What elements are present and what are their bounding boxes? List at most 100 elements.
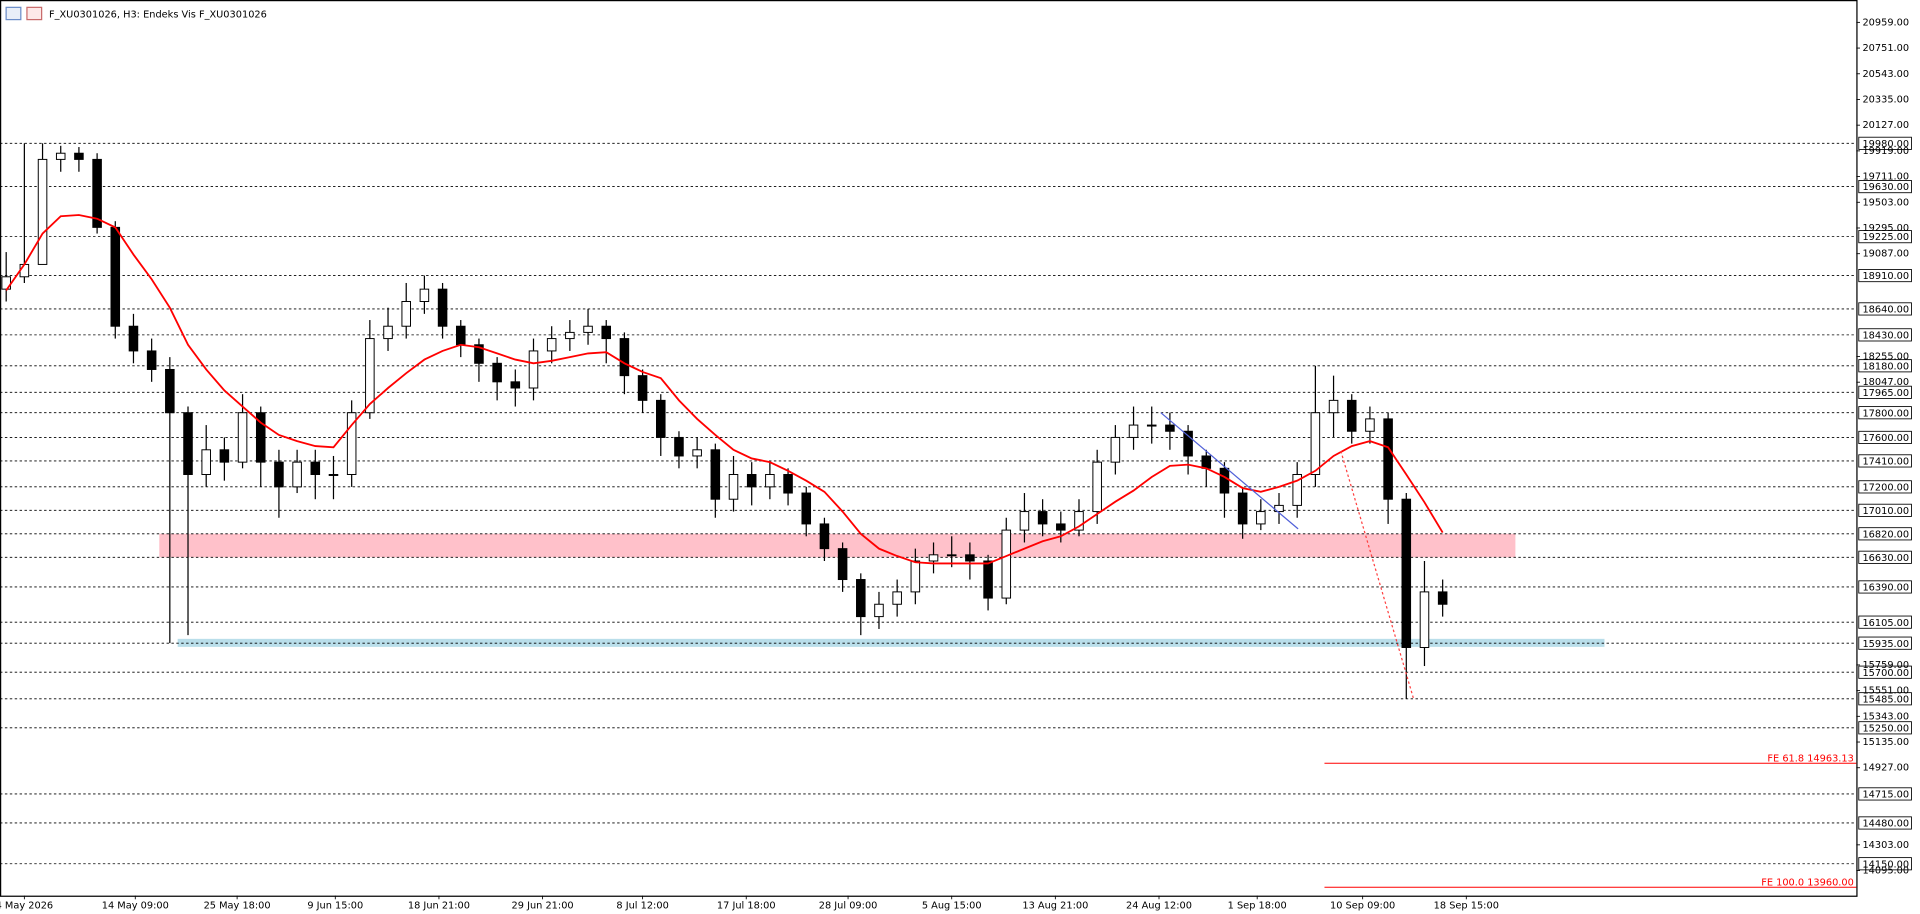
candle-body	[710, 449, 721, 500]
moving-average	[5, 214, 1444, 565]
candle-body	[1346, 399, 1357, 432]
x-tick-label: 13 Aug 21:00	[1022, 900, 1088, 911]
level-label-box	[1858, 636, 1912, 650]
candle-body	[1165, 424, 1175, 432]
x-tick-label: 5 Aug 15:00	[922, 900, 982, 911]
candle-body	[656, 399, 666, 438]
level-label-box	[1858, 430, 1912, 444]
level-label-box	[1858, 406, 1912, 420]
candle-body	[19, 263, 30, 278]
level-label-box	[1858, 302, 1912, 316]
candle-body	[255, 412, 266, 463]
candle-body	[237, 412, 248, 463]
level-label: 17410.00	[1862, 457, 1909, 468]
candle-body	[1419, 591, 1430, 648]
candle-body	[1328, 399, 1339, 414]
candle-body	[1292, 474, 1302, 506]
candle-body	[201, 449, 211, 475]
candle-body	[928, 554, 939, 562]
level-label-box	[1858, 180, 1912, 194]
icon-table[interactable]	[5, 6, 22, 21]
icon-chart[interactable]	[26, 6, 43, 21]
level-label: 19630.00	[1862, 182, 1909, 193]
candle-body	[1074, 511, 1084, 531]
candle-body	[383, 325, 393, 340]
y-tick-label: 15759.00	[1862, 660, 1909, 671]
level-label: 18430.00	[1862, 330, 1909, 341]
fibo-label: FE 100.0 13960.00	[1761, 877, 1854, 888]
y-tick-label: 20751.00	[1862, 43, 1909, 54]
candle-body	[1256, 511, 1266, 525]
candle-body	[74, 152, 84, 160]
level-label-box	[1858, 503, 1912, 517]
candle-body	[965, 554, 975, 562]
candle-body	[674, 436, 684, 457]
candle-body	[1001, 529, 1012, 599]
level-label-box	[1858, 857, 1912, 871]
level-label-box	[1858, 230, 1912, 244]
x-tick-label: 17 Jul 18:00	[717, 900, 776, 911]
candle-body	[310, 461, 321, 475]
candle-body	[1092, 461, 1102, 513]
level-label: 18180.00	[1862, 361, 1909, 372]
candle-body	[546, 338, 557, 352]
candle-body	[765, 474, 775, 488]
candle-body	[165, 368, 175, 414]
y-tick-label: 14303.00	[1862, 840, 1909, 851]
x-tick-label: 18 Jun 21:00	[408, 900, 470, 911]
candle-body	[1365, 418, 1375, 432]
y-tick-label: 20543.00	[1862, 69, 1909, 80]
level-label-box	[1858, 692, 1912, 706]
level-label-box	[1858, 580, 1912, 594]
candle-body	[819, 523, 830, 550]
candle-body	[55, 152, 66, 160]
level-label-box	[1858, 269, 1912, 283]
candle-body	[637, 375, 648, 401]
level-label-box	[1858, 328, 1912, 342]
candle-body	[565, 331, 575, 340]
level-label: 16390.00	[1862, 583, 1909, 594]
x-tick-label: 24 Aug 12:00	[1126, 900, 1192, 911]
y-tick-label: 19295.00	[1862, 223, 1909, 234]
candle-body	[1383, 418, 1393, 500]
candle-body	[419, 288, 430, 302]
candle-body	[510, 381, 521, 389]
level-label: 14150.00	[1862, 859, 1909, 870]
level-label: 18910.00	[1862, 271, 1909, 282]
y-tick-label: 19087.00	[1862, 249, 1909, 260]
candle-body	[892, 591, 902, 605]
candle-body	[837, 548, 848, 581]
y-tick-label: 20959.00	[1862, 17, 1909, 28]
level-label: 14715.00	[1862, 790, 1909, 801]
level-label: 17965.00	[1862, 388, 1909, 399]
fibo-label: FE 61.8 14963.13	[1767, 753, 1853, 764]
candle-body	[1437, 591, 1448, 605]
candle-body	[1201, 455, 1212, 469]
candle-body	[128, 325, 139, 352]
candle-body	[801, 492, 812, 525]
candle-body	[983, 560, 993, 599]
candle-body	[746, 474, 757, 488]
candle-body	[1037, 511, 1048, 525]
level-label: 17800.00	[1862, 408, 1909, 419]
candle-body	[365, 338, 375, 414]
candle-body	[946, 554, 957, 557]
level-label-box	[1858, 665, 1912, 679]
candle-body	[910, 560, 921, 593]
level-label: 17010.00	[1862, 506, 1909, 517]
y-tick-label: 14927.00	[1862, 763, 1909, 774]
y-tick-label: 20127.00	[1862, 120, 1909, 131]
plot-frame	[0, 0, 1858, 897]
candle-body	[1110, 436, 1121, 463]
chart-title: F_XU0301026, H3: Endeks Vis F_XU0301026	[49, 10, 267, 21]
level-label-box	[1858, 721, 1912, 735]
level-label: 17200.00	[1862, 482, 1909, 493]
level-label-box	[1858, 816, 1912, 830]
candle-body	[856, 579, 866, 618]
candle-body	[619, 338, 630, 377]
level-label-box	[1858, 550, 1912, 564]
trendline	[1340, 450, 1415, 699]
y-tick-label: 15135.00	[1862, 737, 1909, 748]
candle-body	[728, 474, 739, 500]
